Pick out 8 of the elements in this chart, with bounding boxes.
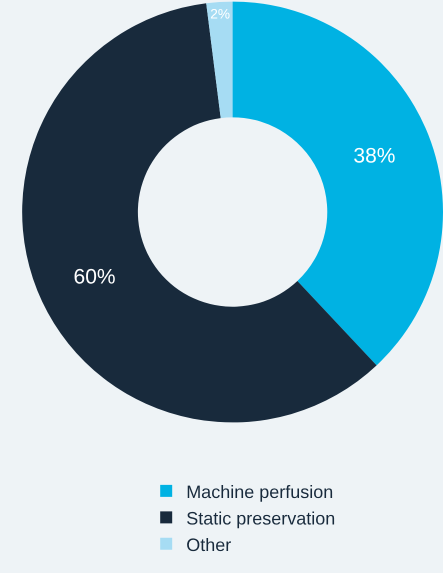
data-label: 38% (353, 144, 396, 168)
legend-label: Static preservation (186, 508, 336, 528)
data-label: 2% (210, 6, 230, 22)
donut-slice (232, 2, 443, 366)
donut-slice (206, 2, 233, 118)
data-label: 60% (74, 265, 116, 288)
legend-label: Machine perfusion (186, 482, 334, 502)
legend-label: Other (186, 534, 232, 555)
